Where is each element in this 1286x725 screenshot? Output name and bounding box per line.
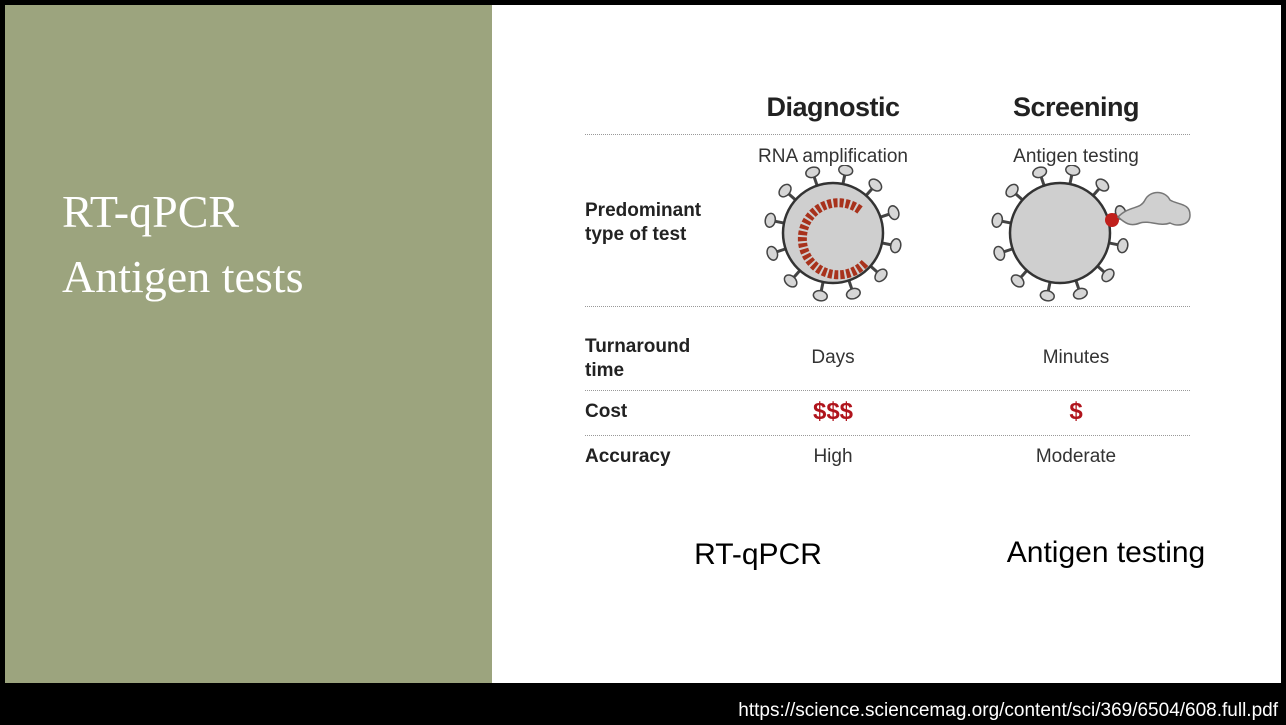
left-panel bbox=[5, 5, 492, 683]
virus-illustrations bbox=[764, 165, 1191, 302]
spike-head bbox=[812, 289, 828, 302]
cell: Days bbox=[811, 347, 855, 368]
virus-body bbox=[781, 181, 885, 285]
spike-head bbox=[783, 274, 798, 288]
spike-head bbox=[1005, 183, 1019, 198]
row-label: Accuracy bbox=[585, 446, 671, 467]
spike-head bbox=[845, 287, 861, 300]
title-line: Antigen tests bbox=[62, 251, 304, 302]
method-label: Antigen testing bbox=[1013, 146, 1139, 167]
spike-head bbox=[1065, 165, 1081, 177]
method-label: RNA amplification bbox=[758, 146, 908, 167]
spike-head bbox=[1072, 287, 1088, 300]
antibody bbox=[1116, 191, 1191, 226]
column-header: Diagnostic bbox=[766, 92, 900, 122]
spike-head bbox=[766, 245, 779, 261]
spike-head bbox=[1116, 238, 1129, 254]
divider bbox=[585, 435, 1190, 436]
spike-head bbox=[1039, 289, 1055, 302]
spike-head bbox=[991, 212, 1004, 228]
column-header: Screening bbox=[1012, 92, 1140, 122]
spike-head bbox=[889, 238, 902, 254]
spike-head bbox=[1010, 274, 1025, 288]
spike-head bbox=[868, 178, 883, 192]
row-label: Turnaround time bbox=[585, 336, 691, 381]
cell: High bbox=[813, 446, 853, 467]
caption: RT-qPCR bbox=[694, 538, 822, 571]
spike-head bbox=[1101, 268, 1115, 283]
spike-head bbox=[993, 245, 1006, 261]
right-panel bbox=[492, 5, 1281, 683]
title-line: RT-qPCR bbox=[62, 186, 240, 237]
source-url: https://science.sciencemag.org/content/s… bbox=[738, 700, 1278, 721]
row-label: Cost bbox=[585, 401, 628, 422]
spike-head bbox=[778, 183, 792, 198]
cell: Moderate bbox=[1035, 446, 1117, 467]
spike-head bbox=[805, 166, 821, 179]
spike-head bbox=[764, 212, 777, 228]
virus-body bbox=[1008, 181, 1112, 285]
spike-head bbox=[1032, 166, 1048, 179]
divider bbox=[585, 134, 1190, 135]
row-label: Predominant type of test bbox=[585, 200, 702, 245]
cell: Minutes bbox=[1042, 347, 1110, 368]
divider bbox=[585, 390, 1190, 391]
spike-head bbox=[838, 165, 854, 177]
caption: Antigen testing bbox=[1006, 536, 1206, 569]
rna-strand bbox=[797, 198, 869, 280]
cell: $ bbox=[1069, 398, 1083, 425]
spike-head bbox=[1095, 178, 1110, 192]
spike-head bbox=[874, 268, 888, 283]
spike-head bbox=[887, 205, 900, 221]
cell: $$$ bbox=[812, 398, 854, 425]
antigen bbox=[1105, 213, 1119, 227]
divider bbox=[585, 306, 1190, 307]
